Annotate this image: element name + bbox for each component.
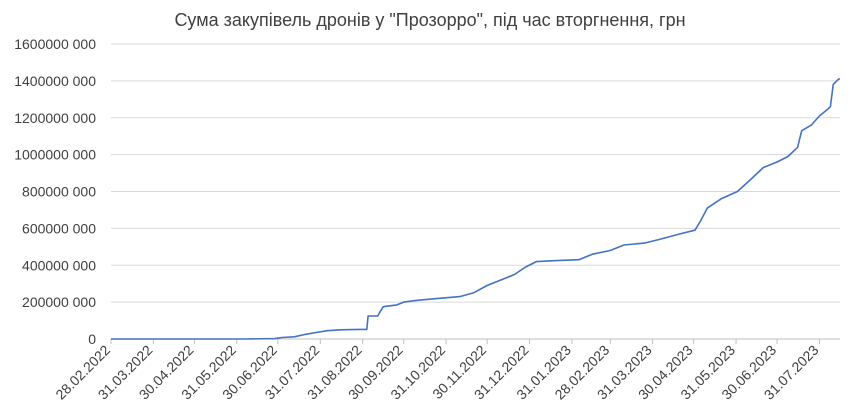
- y-tick-label: 400000 000: [22, 257, 96, 273]
- y-tick-label: 600000 000: [22, 220, 96, 236]
- y-tick-label: 1600000 000: [14, 36, 96, 52]
- y-tick-label: 1200000 000: [14, 110, 96, 126]
- chart-title: Сума закупівель дронів у "Прозорро", під…: [174, 10, 685, 30]
- y-tick-label: 1000000 000: [14, 147, 96, 163]
- y-tick-label: 0: [88, 331, 96, 347]
- series-line: [111, 78, 840, 340]
- gridlines: [111, 43, 840, 303]
- y-tick-label: 1400000 000: [14, 73, 96, 89]
- y-axis-tick-labels: 0 200000 000 400000 000 600000 000 800000 00…: [14, 36, 96, 347]
- y-tick-label: 200000 000: [22, 294, 96, 310]
- y-tick-label: 800000 000: [22, 184, 96, 200]
- x-axis-tick-labels: 28.02.202231.03.202230.04.202231.05.2022…: [52, 342, 821, 403]
